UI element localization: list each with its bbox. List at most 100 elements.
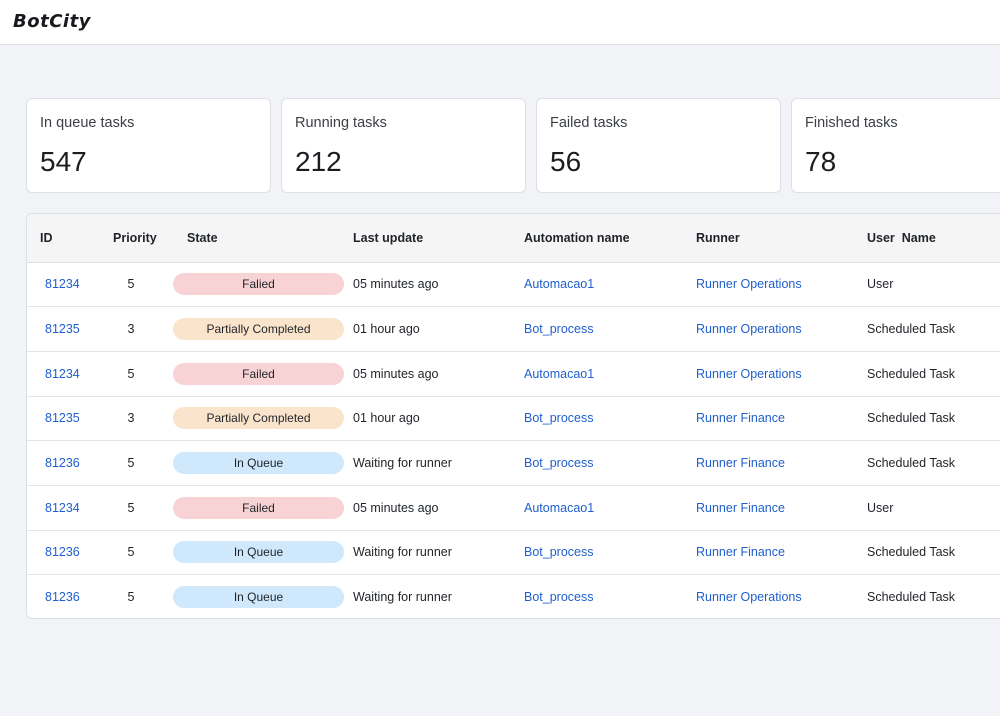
column-header-automation-name[interactable]: Automation name <box>524 214 696 263</box>
runner-link[interactable]: Runner Operations <box>696 322 802 337</box>
cell-priority: 3 <box>127 322 135 337</box>
cell-state: Partially Completed <box>173 307 353 352</box>
automation-link[interactable]: Bot_process <box>524 545 594 560</box>
table-header-row: ID Priority State Last update Automation… <box>27 214 1000 263</box>
cell-state: In Queue <box>173 530 353 575</box>
column-header-last-update[interactable]: Last update <box>353 214 524 263</box>
stat-card-running: Running tasks 212 <box>281 98 526 193</box>
automation-link[interactable]: Automacao1 <box>524 366 595 381</box>
automation-link[interactable]: Bot_process <box>524 322 594 337</box>
cell-automation-name: Bot_process <box>524 307 696 352</box>
cell-state: Falied <box>173 262 353 307</box>
column-header-state[interactable]: State <box>173 214 353 263</box>
automation-link[interactable]: Automacao1 <box>524 277 595 292</box>
task-id-link[interactable]: 81235 <box>45 411 80 426</box>
column-header-id[interactable]: ID <box>27 214 99 263</box>
stat-value: 56 <box>550 146 582 177</box>
cell-last-update: 01 hour ago <box>353 322 420 337</box>
cell-state: Partially Completed <box>173 396 353 441</box>
state-badge: In Queue <box>173 541 344 564</box>
table-row[interactable]: 81236 5 In Queue Waiting for runner Bot_proc… <box>27 575 1000 618</box>
cell-last-update: Waiting for runner <box>353 545 452 560</box>
automation-link[interactable]: Bot_process <box>524 456 594 471</box>
stat-label: Running tasks <box>295 115 387 131</box>
state-badge: Partially Completed <box>173 407 344 430</box>
cell-priority: 5 <box>127 590 135 605</box>
table-row[interactable]: 81234 5 Failed 05 minutes ago Automacao1 Runn… <box>27 351 1000 397</box>
table-row[interactable]: 81236 5 In Queue Waiting for runner Bot_proc… <box>27 530 1000 575</box>
cell-runner: Runner Finance <box>696 441 867 486</box>
runner-link[interactable]: Runner Finance <box>696 411 785 426</box>
cell-last-update: 05 minutes ago <box>353 500 439 515</box>
cell-priority: 5 <box>127 545 135 560</box>
cell-priority: 5 <box>127 277 135 292</box>
cell-id: 81234 <box>27 485 99 530</box>
runner-link[interactable]: Runner Operations <box>696 366 802 381</box>
cell-user-name: User <box>867 500 894 515</box>
cell-user-name: Scheduled Task <box>867 545 956 560</box>
stat-label: In queue tasks <box>40 115 135 131</box>
stat-label: Failed tasks <box>550 115 628 131</box>
table-row[interactable]: 81236 5 In Queue Waiting for runner Bot_proc… <box>27 441 1000 486</box>
runner-link[interactable]: Runner Operations <box>696 590 802 605</box>
task-id-link[interactable]: 81234 <box>45 500 80 515</box>
task-id-link[interactable]: 81236 <box>45 545 80 560</box>
task-id-link[interactable]: 81236 <box>45 590 80 605</box>
cell-last-update: 01 hour ago <box>353 411 420 426</box>
cell-id: 81235 <box>27 396 99 441</box>
cell-automation-name: Bot_process <box>524 441 696 486</box>
top-bar: BotCity <box>0 0 1000 45</box>
cell-id: 81235 <box>27 307 99 352</box>
task-id-link[interactable]: 81236 <box>45 456 80 471</box>
tasks-table: ID Priority State Last update Automation… <box>26 213 1000 619</box>
cell-last-update: 05 minutes ago <box>353 366 439 381</box>
column-header-priority[interactable]: Priority <box>99 214 173 263</box>
table-row[interactable]: 81234 5 Falied 05 minutes ago Automacao1 Runn… <box>27 262 1000 307</box>
state-badge: Failed <box>173 362 344 385</box>
runner-link[interactable]: Runner Finance <box>696 545 785 560</box>
cell-last-update: Waiting for runner <box>353 456 452 471</box>
cell-automation-name: Automacao1 <box>524 485 696 530</box>
cell-automation-name: Automacao1 <box>524 262 696 307</box>
stat-value: 212 <box>295 146 342 177</box>
state-badge: In Queue <box>173 452 344 475</box>
cell-state: Failed <box>173 485 353 530</box>
automation-link[interactable]: Automacao1 <box>524 500 595 515</box>
cell-state: In Queue <box>173 575 353 618</box>
cell-runner: Runner Operations <box>696 351 867 396</box>
cell-priority: 5 <box>127 366 135 381</box>
cell-user-name: Scheduled Task <box>867 411 956 426</box>
column-header-runner[interactable]: Runner <box>696 214 867 263</box>
task-id-link[interactable]: 81234 <box>45 277 80 292</box>
cell-user-name: User <box>867 277 894 292</box>
cell-last-update: 05 minutes ago <box>353 277 439 292</box>
cell-id: 81236 <box>27 575 99 618</box>
cell-runner: Runner Finance <box>696 396 867 441</box>
automation-link[interactable]: Bot_process <box>524 590 594 605</box>
stat-value: 547 <box>40 146 87 177</box>
cell-state: In Queue <box>173 441 353 486</box>
cell-runner: Runner Finance <box>696 530 867 575</box>
automation-link[interactable]: Bot_process <box>524 411 594 426</box>
cell-user-name: Scheduled Task <box>867 366 956 381</box>
table-row[interactable]: 81235 3 Partially Completed 01 hour ago Bot_… <box>27 307 1000 352</box>
cell-automation-name: Bot_process <box>524 530 696 575</box>
botcity-logo[interactable]: BotCity <box>13 11 91 32</box>
cell-priority: 5 <box>127 500 135 515</box>
table-row[interactable]: 81234 5 Failed 05 minutes ago Automacao1 Runn… <box>27 485 1000 531</box>
cell-last-update: Waiting for runner <box>353 590 452 605</box>
task-id-link[interactable]: 81235 <box>45 322 80 337</box>
task-id-link[interactable]: 81234 <box>45 366 80 381</box>
state-badge: In Queue <box>173 586 344 609</box>
stat-label: Finished tasks <box>805 115 898 131</box>
cell-runner: Runner Finance <box>696 485 867 530</box>
cell-user-name: Scheduled Task <box>867 322 956 337</box>
runner-link[interactable]: Runner Finance <box>696 456 785 471</box>
table-row[interactable]: 81235 3 Partially Completed 01 hour ago Bot_… <box>27 396 1000 441</box>
cell-runner: Runner Operations <box>696 262 867 307</box>
column-header-user-name[interactable]: User Name <box>867 214 1000 263</box>
stat-value: 78 <box>805 146 837 177</box>
runner-link[interactable]: Runner Finance <box>696 500 785 515</box>
cell-id: 81236 <box>27 441 99 486</box>
runner-link[interactable]: Runner Operations <box>696 277 802 292</box>
